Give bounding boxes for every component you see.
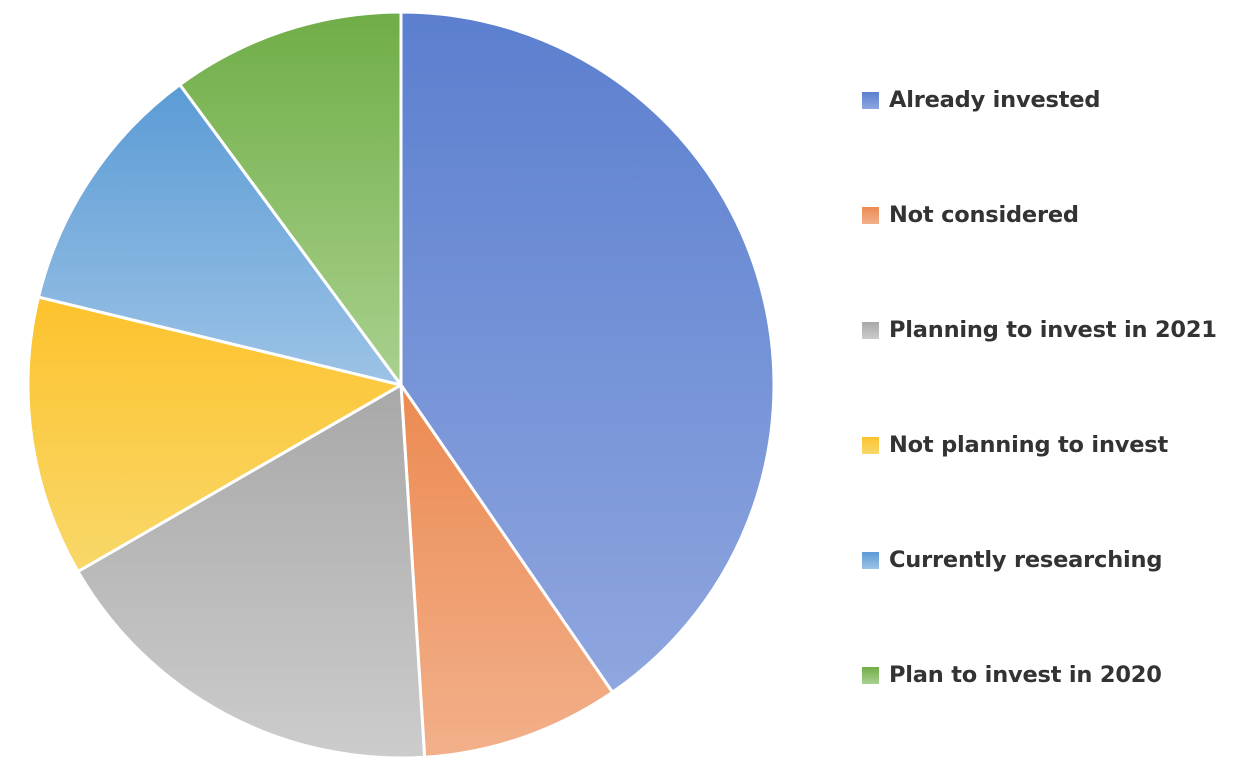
pie-slice-not-planning-to-invest bbox=[26, 295, 403, 573]
pie-slice-plan-to-invest-in-2020 bbox=[178, 10, 403, 387]
pie-slice-already-invested bbox=[399, 10, 776, 694]
legend: Already invested Not considered Planning t… bbox=[862, 82, 1252, 772]
pie-chart bbox=[26, 10, 776, 759]
legend-label: Currently researching bbox=[889, 547, 1163, 573]
legend-label: Not considered bbox=[889, 202, 1079, 228]
legend-swatch bbox=[862, 91, 879, 109]
legend-item: Plan to invest in 2020 bbox=[862, 657, 1252, 693]
legend-label: Plan to invest in 2020 bbox=[889, 662, 1162, 688]
legend-swatch bbox=[862, 551, 879, 569]
pie-slice-planning-to-invest-in-2021 bbox=[76, 383, 427, 759]
legend-item: Not planning to invest bbox=[862, 427, 1252, 463]
pie-slice-not-considered bbox=[399, 383, 615, 759]
legend-swatch bbox=[862, 436, 879, 454]
legend-swatch bbox=[862, 206, 879, 224]
legend-swatch bbox=[862, 321, 879, 339]
legend-item: Currently researching bbox=[862, 542, 1252, 578]
legend-item: Planning to invest in 2021 bbox=[862, 312, 1252, 348]
legend-label: Already invested bbox=[889, 87, 1101, 113]
legend-item: Not considered bbox=[862, 197, 1252, 233]
legend-swatch bbox=[862, 666, 879, 684]
legend-label: Not planning to invest bbox=[889, 432, 1169, 458]
pie-slices bbox=[26, 10, 776, 759]
legend-label: Planning to invest in 2021 bbox=[889, 317, 1217, 343]
pie-slice-currently-researching bbox=[37, 83, 403, 387]
legend-item: Already invested bbox=[862, 82, 1252, 118]
